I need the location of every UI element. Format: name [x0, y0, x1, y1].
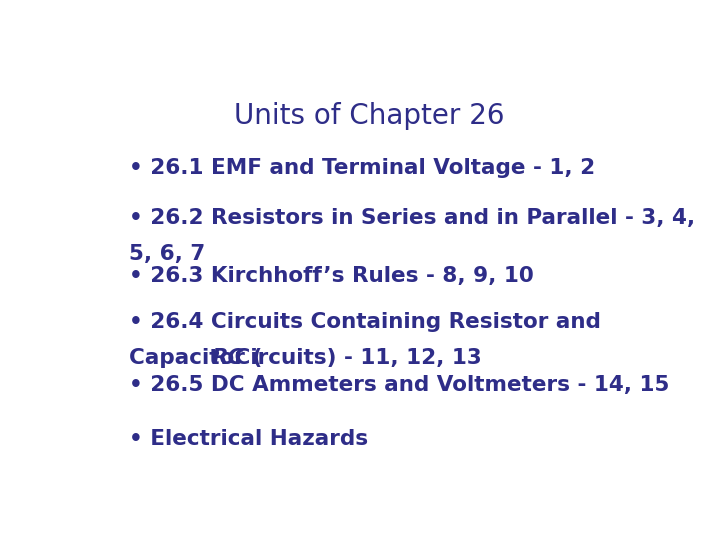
Text: • Electrical Hazards: • Electrical Hazards: [129, 429, 368, 449]
Text: Units of Chapter 26: Units of Chapter 26: [234, 102, 504, 130]
Text: • 26.3 Kirchhoff’s Rules - 8, 9, 10: • 26.3 Kirchhoff’s Rules - 8, 9, 10: [129, 266, 534, 286]
Text: • 26.1 EMF and Terminal Voltage - 1, 2: • 26.1 EMF and Terminal Voltage - 1, 2: [129, 158, 595, 178]
Text: • 26.4 Circuits Containing Resistor and: • 26.4 Circuits Containing Resistor and: [129, 312, 601, 332]
Text: • 26.5 DC Ammeters and Voltmeters - 14, 15: • 26.5 DC Ammeters and Voltmeters - 14, …: [129, 375, 670, 395]
Text: 5, 6, 7: 5, 6, 7: [129, 244, 205, 264]
Text: Capacitor (: Capacitor (: [129, 348, 262, 368]
Text: RC: RC: [212, 348, 244, 368]
Text: Circuits) - 11, 12, 13: Circuits) - 11, 12, 13: [228, 348, 482, 368]
Text: • 26.2 Resistors in Series and in Parallel - 3, 4,: • 26.2 Resistors in Series and in Parall…: [129, 208, 696, 228]
